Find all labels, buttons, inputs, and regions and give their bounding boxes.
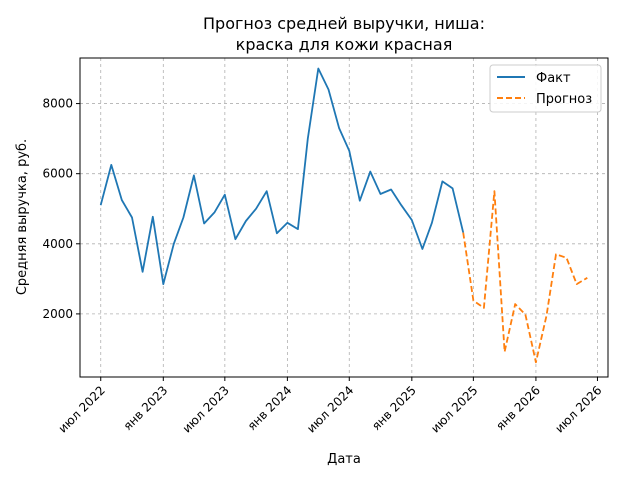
x-tick-label: янв 2024 [245,383,295,433]
x-tick-label: июл 2022 [56,383,108,435]
axes-frame [79,57,609,378]
chart-title-line-2: краска для кожи красная [236,35,453,54]
x-tick-label: янв 2023 [121,383,171,433]
x-axis-label: Дата [327,452,361,467]
ticks: июл 2022 янв 2023 июл 2023 янв 2024 июл 2024… [42,97,604,436]
chart-title-line-1: Прогноз средней выручки, ниша: [203,14,485,33]
x-tick-label: янв 2025 [369,383,419,433]
legend-label-fact: Факт [536,71,571,86]
x-tick-label: янв 2026 [493,383,543,433]
y-axis-label: Средняя выручка, руб. [15,139,30,295]
legend: Факт Прогноз [489,64,602,113]
y-tick-label: 8000 [42,97,73,111]
y-tick-label: 4000 [42,237,73,251]
series-line-forecast [462,190,588,364]
x-tick-label: июл 2024 [304,383,356,435]
series-line-fact [99,67,465,286]
x-tick-label: июл 2025 [428,383,480,435]
y-tick-label: 6000 [42,167,73,181]
x-tick-label: июл 2026 [552,383,604,435]
y-tick-label: 2000 [42,307,73,321]
x-tick-label: июл 2023 [180,383,232,435]
legend-label-forecast: Прогноз [536,92,592,107]
plot-area [99,67,588,364]
